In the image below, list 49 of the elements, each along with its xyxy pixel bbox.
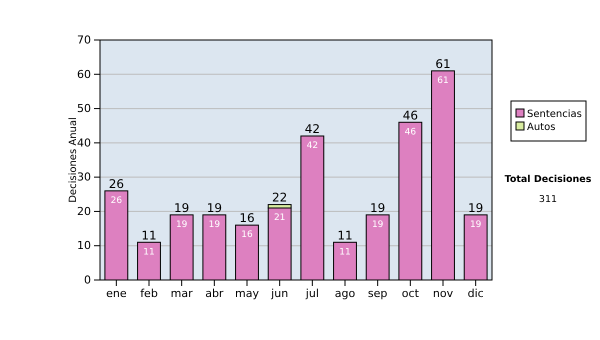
- total-label: 26: [108, 176, 124, 191]
- total-label: 16: [239, 211, 255, 226]
- data-label: 19: [372, 220, 384, 230]
- legend-label: Sentencias: [527, 109, 582, 120]
- y-tick-label: 50: [77, 102, 91, 116]
- data-label: 11: [339, 247, 351, 258]
- data-label: 19: [470, 220, 482, 230]
- x-tick-label: abr: [205, 286, 224, 300]
- data-label: 19: [176, 220, 188, 230]
- x-tick-label: feb: [140, 286, 158, 300]
- data-label: 19: [208, 220, 220, 230]
- x-tick-label: jun: [270, 286, 288, 300]
- y-tick-label: 40: [77, 136, 91, 150]
- total-label: 19: [370, 200, 386, 215]
- text: Total Decisiones: [504, 174, 592, 185]
- x-tick-label: ene: [106, 286, 127, 300]
- total-label: 11: [337, 228, 353, 242]
- data-label: 26: [110, 196, 122, 206]
- total-label: 61: [435, 56, 451, 71]
- data-label: 21: [274, 213, 286, 223]
- data-label: 11: [143, 247, 155, 258]
- x-tick-label: dic: [468, 286, 484, 300]
- data-label: 61: [437, 76, 449, 86]
- y-tick-label: 20: [77, 204, 91, 218]
- y-tick-label: 60: [77, 68, 91, 81]
- data-label: 46: [404, 127, 416, 138]
- y-tick-label: 10: [77, 239, 91, 252]
- x-tick-label: jul: [304, 286, 319, 300]
- x-tick-label: ago: [334, 286, 356, 300]
- total-label: 42: [304, 122, 320, 136]
- y-tick-label: 30: [77, 170, 91, 184]
- y-tick-label: 70: [77, 34, 91, 47]
- x-tick-label: may: [235, 286, 260, 300]
- x-tick-label: mar: [170, 286, 194, 300]
- total-label: 19: [174, 200, 190, 215]
- x-tick-label: nov: [432, 286, 454, 300]
- y-axis-title: Decisiones Anual: [68, 117, 79, 203]
- x-tick-label: sep: [368, 286, 388, 300]
- y-tick-label: 0: [84, 274, 91, 287]
- x-tick-label: oct: [402, 286, 420, 300]
- total-label: 46: [402, 108, 418, 122]
- legend-label: Autos: [527, 122, 556, 133]
- total-label: 11: [141, 228, 157, 242]
- text: 311: [538, 194, 558, 205]
- total-label: 19: [468, 200, 484, 215]
- total-label: 22: [272, 190, 288, 205]
- total-label: 19: [206, 200, 222, 215]
- data-label: 16: [241, 230, 253, 240]
- data-label: 42: [306, 141, 318, 151]
